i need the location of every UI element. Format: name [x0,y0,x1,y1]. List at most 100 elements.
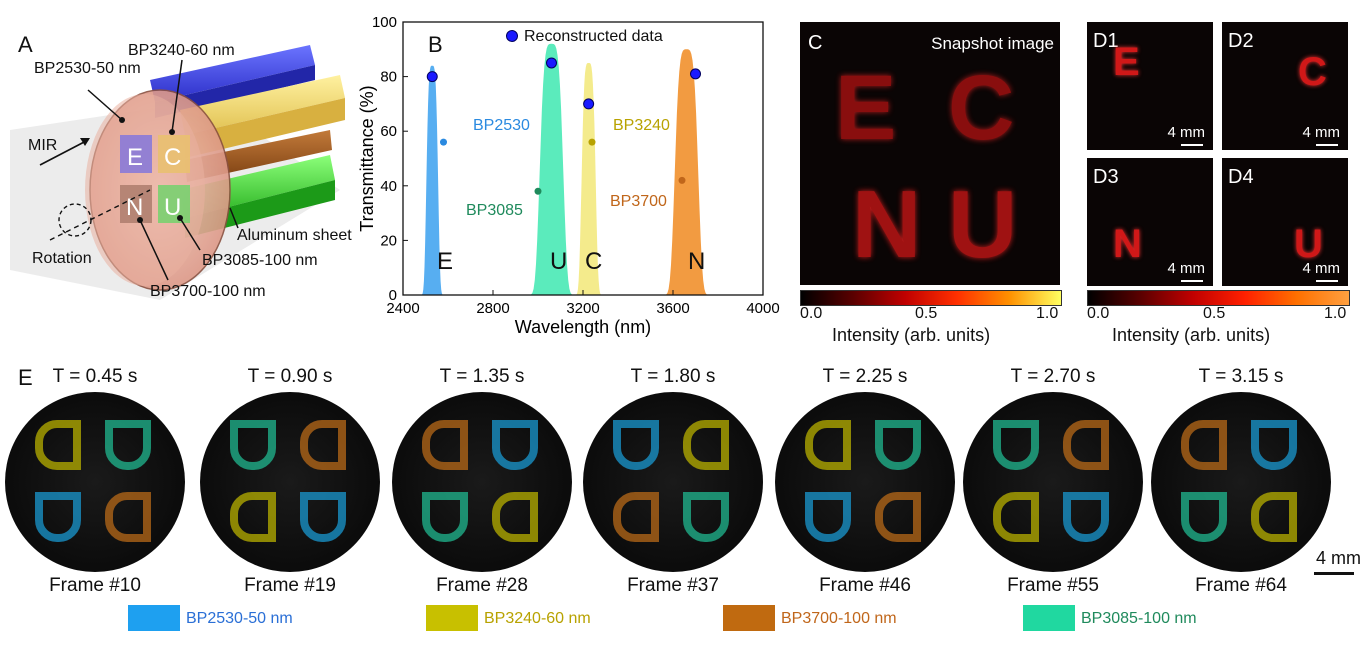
reconstructed-legend-label: Reconstructed data [524,28,663,45]
frame-image-6 [963,392,1143,572]
panel-b-label: B [428,32,443,57]
frame-letter-shape [105,492,151,542]
frame-image-1 [5,392,185,572]
colorbar-d-min: 0.0 [1087,305,1110,322]
peak-label-marker-1 [440,138,447,146]
frame-time-6: T = 2.70 s [1010,366,1096,387]
reconstructed-point-2 [546,57,557,69]
frame-letter-shape [875,420,921,470]
y-tick-label: 100 [372,14,397,31]
d3-scale-bar [1181,280,1203,282]
disc-letter-n: N [126,194,143,221]
yellow-filter-rod [180,75,345,158]
peak-label-marker-2 [534,187,542,195]
snapshot-image: C Snapshot image E C N U [800,22,1060,285]
frame-letter-shape [683,492,729,542]
frame-letter-shape [1251,492,1297,542]
reconstructed-point-3 [583,98,595,110]
frame-letter-shape [492,420,538,470]
reconstructed-point-1 [426,71,438,83]
frame-number-7: Frame #64 [1195,575,1287,596]
frame-number-1: Frame #10 [49,575,141,596]
snapshot-letter-n: N [852,171,922,278]
subpanel-d3: D3 N 4 mm [1087,158,1213,286]
peak-label-bp3085: BP3085 [466,202,523,219]
colorbar-d-mid: 0.5 [1203,305,1226,322]
disc-letter-e: E [127,144,143,171]
colorbar-c-mid: 0.5 [915,305,938,322]
d1-label: D1 [1093,30,1119,52]
colorbar-c-min: 0.0 [800,305,823,322]
filter-label-bp3085: BP3085-100 nm [202,252,318,269]
frame-time-7: T = 3.15 s [1198,366,1284,387]
x-tick-label: 2800 [476,300,509,317]
frame-image-2 [200,392,380,572]
mir-label: MIR [28,137,58,154]
frame-letter-shape [1251,420,1297,470]
colorbar-c [800,290,1062,306]
panel-a-label: A [18,32,33,57]
legend-swatch-1 [128,605,180,631]
frame-letter-shape [613,492,659,542]
legend-label-2: BP3240-60 nm [484,610,591,627]
d1-scale: 4 mm [1167,124,1206,141]
panel-c-label: C [808,32,823,54]
frame-letter-shape [422,420,468,470]
disc-letter-c: C [164,144,181,171]
snapshot-letter-c: C [948,57,1015,159]
d1-scale-bar [1181,144,1203,146]
frame-letter-shape [993,492,1039,542]
d4-scale-bar [1316,280,1338,282]
frame-image-4 [583,392,763,572]
frame-letter-shape [1181,420,1227,470]
d2-scale: 4 mm [1302,124,1341,141]
frame-time-1: T = 0.45 s [52,366,138,387]
peak-label-marker-4 [678,176,686,184]
legend-label-4: BP3085-100 nm [1081,610,1197,627]
y-tick-label: 40 [380,178,397,195]
y-tick-label: 0 [389,287,397,304]
filter-band-bp3240 [559,63,618,295]
peak-label-bp3240: BP3240 [613,117,670,134]
frame-image-7 [1151,392,1331,572]
d3-letter: N [1113,222,1142,266]
legend-marker-reconstructed [506,30,518,42]
d1-letter: E [1113,40,1140,84]
rotation-label: Rotation [32,250,92,267]
frame-letter-shape [422,492,468,542]
frame-letter-shape [683,420,729,470]
x-tick-label: 3200 [566,300,599,317]
x-tick-label: 4000 [746,300,779,317]
frame-letter-shape [230,492,276,542]
y-tick-label: 20 [380,232,397,249]
filter-wheel-diagram: E C N U [10,45,345,300]
transmittance-chart: 2400 2800 3200 3600 4000 0 20 40 60 80 100 Waveleng… [357,14,780,337]
subpanel-d2: D2 C 4 mm [1222,22,1348,150]
d2-label: D2 [1228,30,1254,52]
frame-time-4: T = 1.80 s [630,366,716,387]
snapshot-title: Snapshot image [931,34,1054,53]
frame-time-5: T = 2.25 s [822,366,908,387]
colorbar-d [1087,290,1350,306]
y-tick-label: 60 [380,123,397,140]
frame-letter-shape [1181,492,1227,542]
frame-number-4: Frame #37 [627,575,719,596]
legend-swatch-2 [426,605,478,631]
frame-letter-shape [1063,492,1109,542]
frame-letter-shape [993,420,1039,470]
d4-label: D4 [1228,166,1254,188]
filter-label-bp3700: BP3700-100 nm [150,283,266,300]
frame-letter-shape [613,420,659,470]
frame-image-3 [392,392,572,572]
peak-label-bp3700: BP3700 [610,193,667,210]
legend-label-3: BP3700-100 nm [781,610,897,627]
frame-letter-shape [230,420,276,470]
subpanel-d4: D4 U 4 mm [1222,158,1348,286]
d4-letter: U [1294,222,1323,266]
frame-letter-shape [805,492,851,542]
frame-time-3: T = 1.35 s [439,366,525,387]
frames-scale-bar [1314,572,1354,575]
frame-letter-shape [875,492,921,542]
frame-letter-shape [35,420,81,470]
peak-label-bp2530: BP2530 [473,117,530,134]
